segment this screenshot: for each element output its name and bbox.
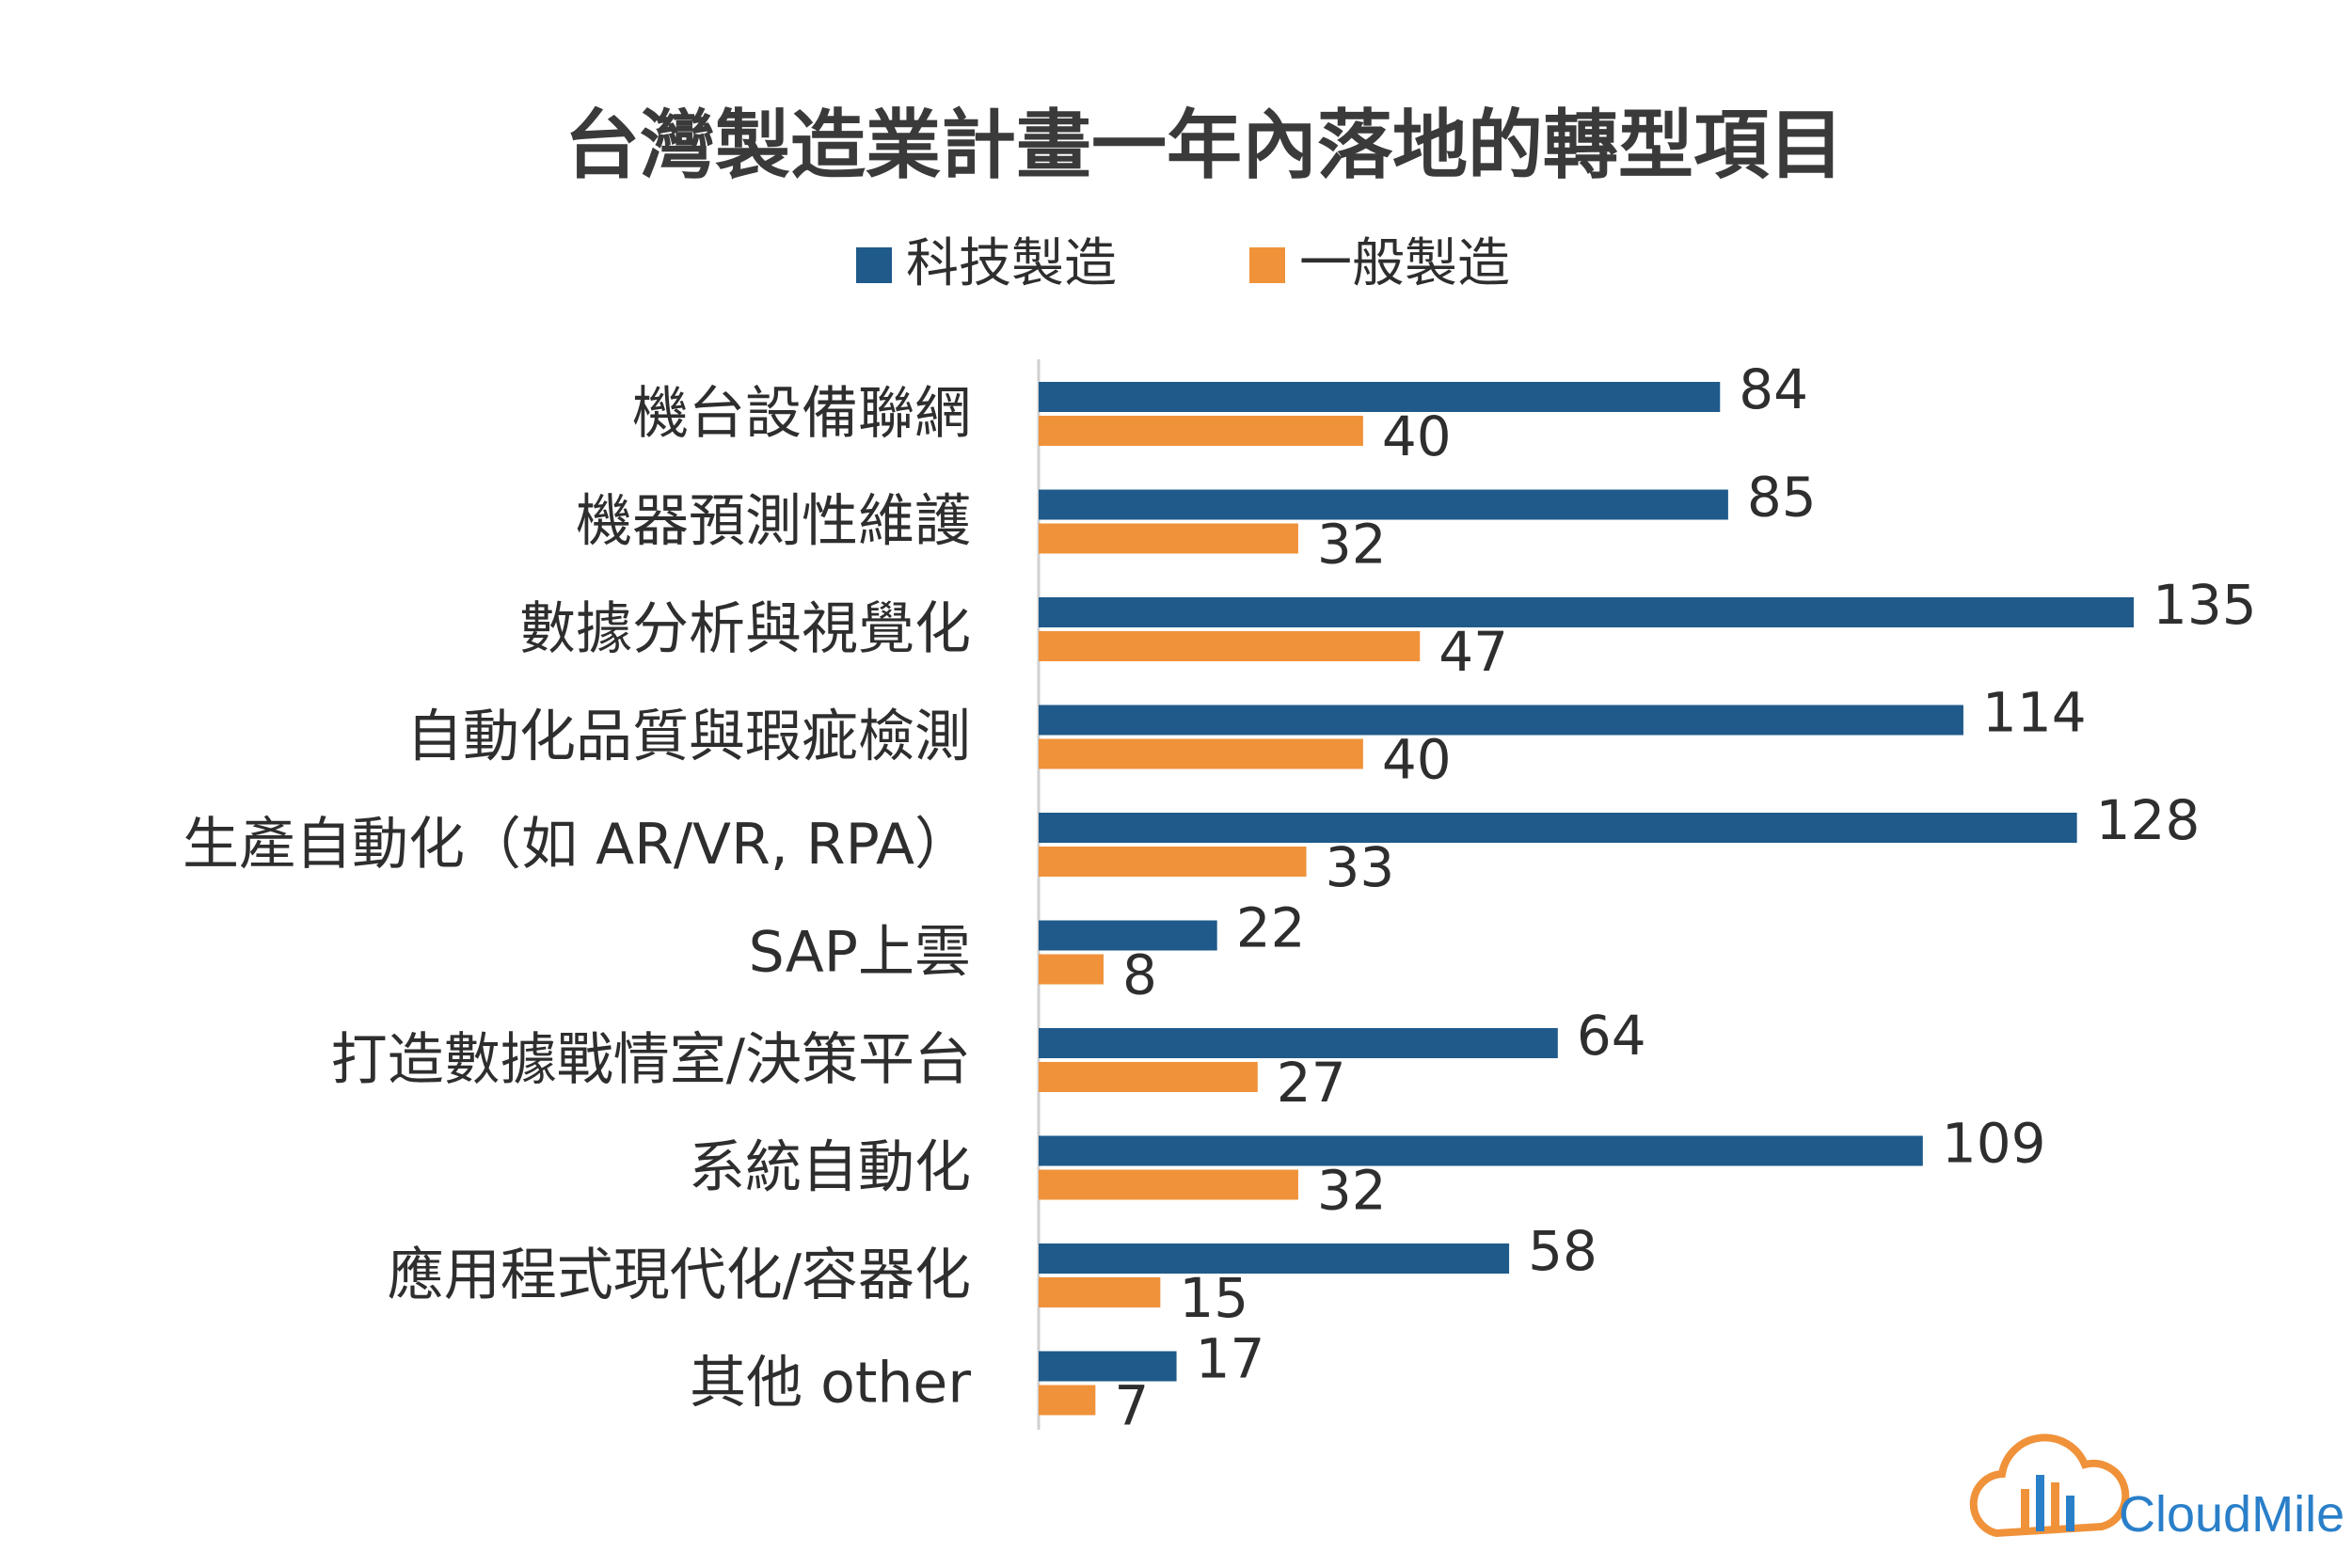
legend: 科技製造 一般製造 bbox=[856, 233, 1510, 294]
bar-tech bbox=[1039, 920, 1217, 951]
category-label: 打造數據戰情室/決策平台 bbox=[331, 1027, 971, 1093]
value-label-general: 47 bbox=[1438, 620, 1508, 684]
bar-tech bbox=[1039, 705, 1963, 736]
category-label: 機器預測性維護 bbox=[576, 489, 971, 555]
bar-general bbox=[1039, 631, 1421, 661]
category-label: SAP上雲 bbox=[749, 920, 971, 986]
value-label-general: 32 bbox=[1317, 1159, 1387, 1223]
legend-swatch-general bbox=[1249, 247, 1285, 283]
chart-title: 台灣製造業計畫一年內落地的轉型項目 bbox=[564, 102, 1844, 189]
bar-general bbox=[1039, 1277, 1161, 1307]
legend-label-general: 一般製造 bbox=[1299, 233, 1510, 294]
category-label: 自動化品質與瑕疵檢測 bbox=[406, 705, 971, 770]
value-label-general: 40 bbox=[1382, 404, 1452, 468]
category-label: 系統自動化 bbox=[689, 1135, 971, 1201]
value-label-general: 40 bbox=[1382, 728, 1452, 792]
plot-area: 機台設備聯網 84 40 機器預測性維護 85 32 數據分析與視覺化 135 47 自動化品質與… bbox=[183, 357, 2257, 1438]
brand-name: CloudMile bbox=[2119, 1486, 2344, 1543]
bar-tech bbox=[1039, 1135, 1923, 1166]
bar-tech bbox=[1039, 1028, 1558, 1058]
bar-tech bbox=[1039, 597, 2134, 627]
value-label-general: 8 bbox=[1122, 943, 1157, 1007]
cloud-logo-icon bbox=[1969, 1433, 2130, 1538]
category-label: 應用程式現代化/容器化 bbox=[388, 1243, 971, 1308]
bar-general bbox=[1039, 416, 1363, 446]
bar-tech bbox=[1039, 382, 1721, 412]
value-label-tech: 58 bbox=[1528, 1219, 1597, 1283]
bar-general bbox=[1039, 738, 1363, 769]
value-label-tech: 22 bbox=[1236, 896, 1306, 960]
value-label-tech: 109 bbox=[1942, 1112, 2046, 1176]
value-label-tech: 84 bbox=[1739, 357, 1808, 421]
value-label-tech: 128 bbox=[2096, 788, 2201, 852]
bar-tech bbox=[1039, 813, 2077, 843]
value-label-tech: 64 bbox=[1577, 1004, 1646, 1068]
value-label-tech: 114 bbox=[1982, 681, 2087, 745]
value-label-general: 32 bbox=[1317, 513, 1387, 577]
bar-general bbox=[1039, 1062, 1258, 1092]
value-label-general: 27 bbox=[1277, 1051, 1346, 1115]
category-label: 數據分析與視覺化 bbox=[519, 596, 971, 662]
bar-general bbox=[1039, 523, 1298, 554]
bar-general bbox=[1039, 847, 1307, 877]
bar-general bbox=[1039, 1169, 1298, 1200]
bar-tech bbox=[1039, 1351, 1177, 1382]
bar-tech bbox=[1039, 1243, 1510, 1274]
bar-general bbox=[1039, 1385, 1096, 1416]
value-label-general: 7 bbox=[1114, 1374, 1149, 1438]
bar-general bbox=[1039, 954, 1104, 985]
value-label-tech: 135 bbox=[2153, 573, 2257, 637]
brand-logo: CloudMile bbox=[1969, 1433, 2344, 1543]
value-label-general: 33 bbox=[1326, 835, 1395, 899]
category-label: 機台設備聯網 bbox=[632, 381, 971, 447]
category-label: 其他 other bbox=[690, 1351, 971, 1417]
value-label-general: 15 bbox=[1179, 1266, 1248, 1330]
legend-swatch-tech bbox=[856, 247, 892, 283]
legend-label-tech: 科技製造 bbox=[906, 233, 1117, 294]
bar-tech bbox=[1039, 489, 1728, 520]
category-label: 生產自動化（如 AR/VR, RPA） bbox=[183, 812, 971, 878]
value-label-tech: 17 bbox=[1196, 1327, 1265, 1391]
value-label-tech: 85 bbox=[1747, 466, 1817, 530]
